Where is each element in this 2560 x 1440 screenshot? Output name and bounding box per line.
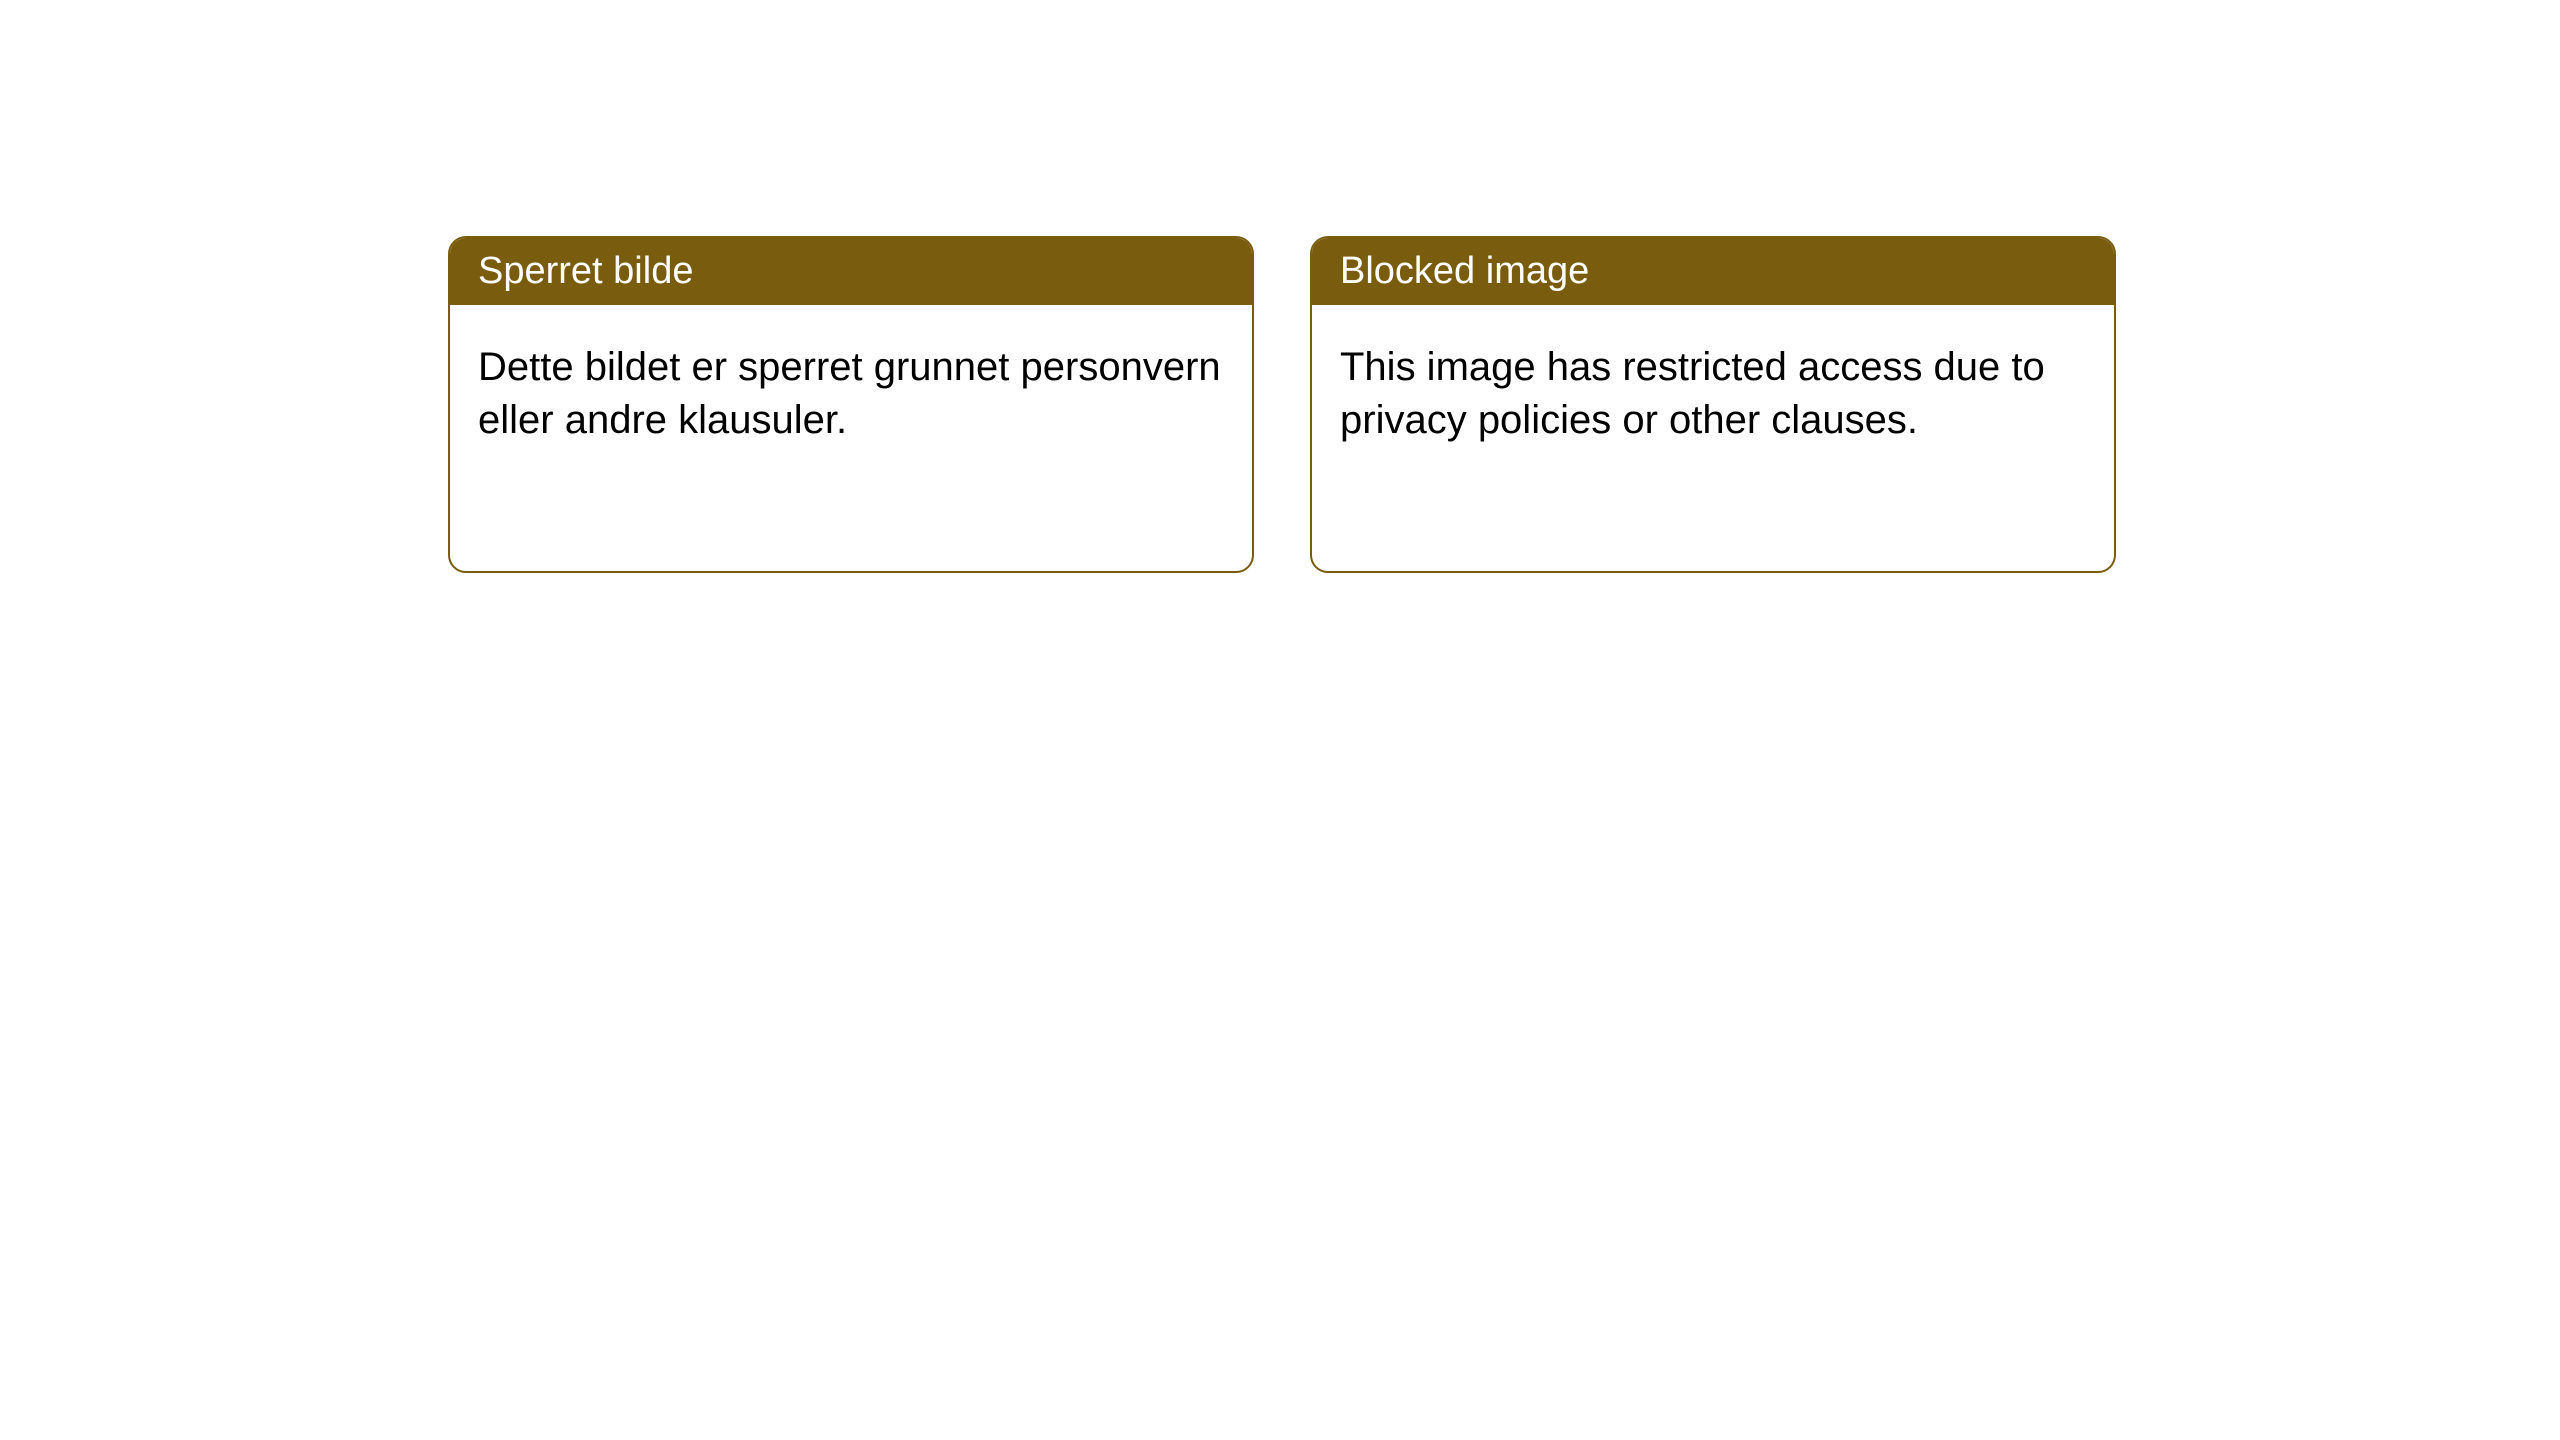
card-message-english: This image has restricted access due to …	[1312, 305, 2114, 483]
notice-card-english: Blocked image This image has restricted …	[1310, 236, 2116, 573]
card-message-norwegian: Dette bildet er sperret grunnet personve…	[450, 305, 1252, 483]
notice-card-norwegian: Sperret bilde Dette bildet er sperret gr…	[448, 236, 1254, 573]
card-title-norwegian: Sperret bilde	[450, 238, 1252, 305]
notice-cards-row: Sperret bilde Dette bildet er sperret gr…	[448, 236, 2116, 573]
card-title-english: Blocked image	[1312, 238, 2114, 305]
